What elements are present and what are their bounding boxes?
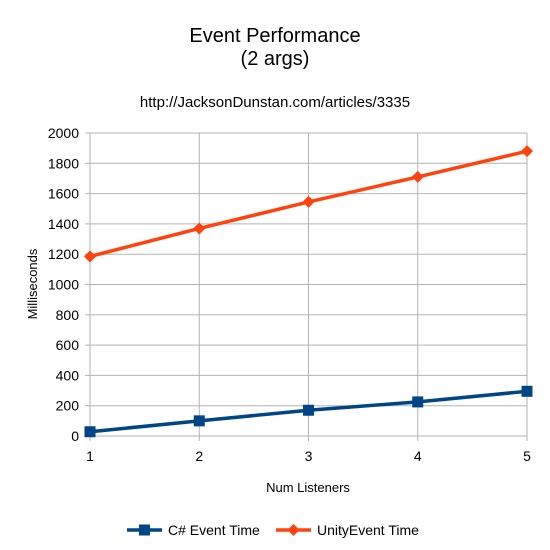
legend-marker (287, 524, 300, 536)
y-axis-title: Milliseconds (25, 248, 40, 319)
y-tick-label: 2000 (48, 125, 79, 141)
data-point (411, 170, 424, 183)
data-point (84, 426, 96, 438)
legend-item-2: UnityEvent Time (276, 522, 419, 538)
series-1 (84, 385, 533, 438)
y-tick-label: 400 (56, 367, 80, 383)
legend: C# Event Time UnityEvent Time (127, 522, 419, 538)
data-point (412, 396, 424, 408)
y-tick-label: 600 (56, 337, 80, 353)
data-point (193, 222, 206, 235)
x-tick-label: 5 (523, 448, 531, 464)
series-layer (84, 145, 533, 438)
data-point (302, 195, 315, 208)
x-tick-labels: 1 2 3 4 5 (86, 448, 531, 464)
x-tick-label: 1 (86, 448, 94, 464)
x-tick-label: 2 (195, 448, 203, 464)
x-axis-title: Num Listeners (266, 480, 350, 495)
data-point (84, 250, 96, 263)
legend-marker (139, 524, 150, 536)
data-point (303, 404, 314, 416)
legend-label: UnityEvent Time (317, 522, 419, 538)
y-tick-label: 1200 (48, 246, 79, 262)
y-tick-label: 1000 (48, 277, 79, 293)
data-point (521, 145, 533, 158)
y-tick-label: 800 (56, 307, 80, 323)
axes (85, 132, 528, 441)
y-tick-labels: 0 200 400 600 800 1000 1200 1400 1600 1800 2000 (48, 125, 79, 444)
x-tick-label: 3 (305, 448, 313, 464)
data-point (193, 415, 205, 427)
legend-label: C# Event Time (168, 522, 260, 538)
series-2 (84, 145, 533, 263)
chart-title-line-1: Event Performance (189, 25, 360, 47)
y-tick-label: 1800 (48, 155, 79, 171)
gridlines (90, 132, 528, 436)
data-point (521, 385, 533, 397)
y-tick-label: 1400 (48, 216, 79, 232)
y-tick-label: 0 (71, 428, 79, 444)
x-tick-label: 4 (414, 448, 422, 464)
y-tick-label: 200 (56, 398, 80, 414)
y-tick-label: 1600 (48, 186, 79, 202)
legend-item-1: C# Event Time (127, 522, 260, 538)
chart-title-line-2: (2 args) (241, 48, 310, 70)
chart-subtitle: http://JacksonDunstan.com/articles/3335 (140, 94, 410, 111)
